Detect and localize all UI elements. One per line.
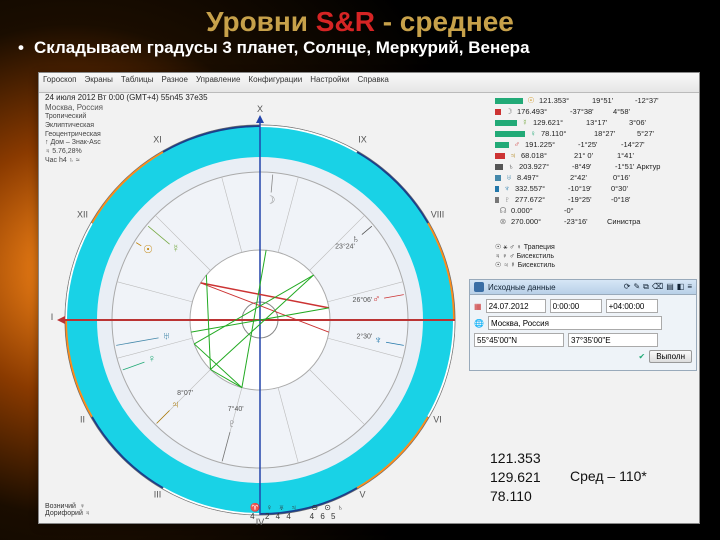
- planet-row: ♂191.225°-1°25'-14°27': [495, 139, 695, 150]
- slide-title: Уровни S&R - среднее: [0, 0, 720, 38]
- calc-v1: 121.353: [490, 449, 690, 468]
- svg-text:I: I: [51, 312, 54, 322]
- lat-field[interactable]: [474, 333, 564, 347]
- chart-svg: ☉☽☿♀♂26°06'♃8°07'♄23°24'♅♆2°30'♇7°40'XIX…: [45, 95, 475, 540]
- toolbar-icon[interactable]: ⌫: [652, 282, 663, 291]
- svg-text:☿: ☿: [172, 243, 180, 255]
- svg-text:26°06': 26°06': [353, 296, 373, 304]
- calculation-block: 121.353 129.621 78.110 Сред – 110*: [490, 449, 690, 506]
- svg-text:♅: ♅: [162, 330, 170, 342]
- calc-v3: 78.110: [490, 487, 690, 506]
- time-field[interactable]: [550, 299, 602, 313]
- svg-text:XI: XI: [153, 134, 162, 144]
- menubar: Гороскоп Экраны Таблицы Разное Управление Кон…: [39, 73, 699, 93]
- lon-field[interactable]: [568, 333, 658, 347]
- date-field[interactable]: [486, 299, 546, 313]
- panel-toolbar: ⟳✎⧉⌫▤◧≡: [621, 282, 692, 292]
- title-sr: S&R: [316, 6, 375, 37]
- toolbar-icon[interactable]: ◧: [677, 282, 685, 291]
- planet-row: ♇277.672°-19°25'-0°18': [495, 194, 695, 205]
- planet-row: ♅8.497°2°42' 0°16': [495, 172, 695, 183]
- title-post: - среднее: [375, 6, 514, 37]
- planet-row: ♆332.557°-10°19' 0°30': [495, 183, 695, 194]
- svg-text:♂: ♂: [372, 293, 380, 305]
- aspect-row: ♃ ♀ ♂ Бисекстиль: [495, 252, 695, 261]
- calendar-icon[interactable]: ▦: [474, 302, 482, 311]
- menu-Управление[interactable]: Управление: [196, 75, 240, 90]
- svg-text:7°40': 7°40': [228, 405, 244, 413]
- aspect-row: ☉ ⚹ ♂ ♀ Трапеция: [495, 243, 695, 252]
- planet-table: ☉121.353°19°51'-12°37'☽176.493°-37°38' 4…: [495, 95, 695, 227]
- menu-Справка[interactable]: Справка: [357, 75, 388, 90]
- natal-chart: ☉☽☿♀♂26°06'♃8°07'♄23°24'♅♆2°30'♇7°40'XIX…: [45, 95, 475, 521]
- svg-text:V: V: [359, 490, 365, 500]
- svg-text:☽: ☽: [266, 194, 276, 206]
- svg-text:IX: IX: [358, 134, 367, 144]
- svg-text:X: X: [257, 104, 263, 114]
- city-field[interactable]: [488, 316, 662, 330]
- aspect-patterns: ☉ ⚹ ♂ ♀ Трапеция♃ ♀ ♂ Бисекстиль☉ ♃ ☿ Би…: [495, 243, 695, 270]
- tz-field[interactable]: [606, 299, 658, 313]
- menu-Таблицы[interactable]: Таблицы: [121, 75, 154, 90]
- toolbar-icon[interactable]: ⟳: [624, 282, 631, 291]
- menu-Разное[interactable]: Разное: [162, 75, 188, 90]
- planet-row: ☊0.000°-0°: [495, 205, 695, 216]
- toolbar-icon[interactable]: ▤: [666, 282, 674, 291]
- planet-row: ⊗270.000°-23°16' Синистра: [495, 216, 695, 227]
- globe-icon[interactable]: 🌐: [474, 319, 484, 328]
- run-button[interactable]: Выполн: [649, 350, 692, 363]
- check-icon: ✔: [639, 352, 646, 361]
- panel-body: ▦ 🌐 ✔ Выполн: [470, 295, 696, 370]
- panel-icon: [474, 282, 484, 292]
- svg-text:♆: ♆: [374, 335, 382, 347]
- toolbar-icon[interactable]: ⧉: [643, 282, 649, 291]
- panel-header[interactable]: Исходные данные ⟳✎⧉⌫▤◧≡: [470, 280, 696, 295]
- title-pre: Уровни: [206, 6, 316, 37]
- toolbar-icon[interactable]: ≡: [687, 282, 692, 291]
- svg-text:♇: ♇: [228, 418, 236, 430]
- footer-icons: ♈ ♀ ♅ ♃ ⊖ ⊙ ♄ 4 2 4 4 4 6 5: [250, 503, 345, 521]
- input-data-panel: Исходные данные ⟳✎⧉⌫▤◧≡ ▦ 🌐: [469, 279, 697, 371]
- bullet-text: Складываем градусы 3 планет, Солнце, Мер…: [0, 38, 720, 62]
- menu-Конфигурации[interactable]: Конфигурации: [248, 75, 302, 90]
- svg-text:☉: ☉: [143, 244, 153, 256]
- panel-title: Исходные данные: [488, 283, 556, 292]
- svg-text:XII: XII: [77, 210, 88, 220]
- planet-row: ☽176.493°-37°38' 4°58': [495, 106, 695, 117]
- svg-text:♃: ♃: [171, 399, 179, 411]
- menu-Гороскоп[interactable]: Гороскоп: [43, 75, 77, 90]
- svg-text:2°30': 2°30': [356, 332, 372, 340]
- svg-text:III: III: [154, 490, 162, 500]
- svg-text:8°07': 8°07': [177, 389, 193, 397]
- svg-text:VI: VI: [433, 415, 442, 425]
- svg-text:♀: ♀: [148, 353, 156, 365]
- svg-text:VIII: VIII: [431, 210, 445, 220]
- planet-row: ♃68.018°21° 0' 1°41': [495, 150, 695, 161]
- calc-average: Сред – 110*: [570, 467, 647, 486]
- chart-footer: Возничий ♀ Дорифорий ♃ ♈ ♀ ♅ ♃ ⊖ ⊙ ♄ 4 2…: [45, 503, 475, 521]
- menu-Экраны[interactable]: Экраны: [85, 75, 113, 90]
- toolbar-icon[interactable]: ✎: [633, 282, 640, 291]
- menu-Настройки[interactable]: Настройки: [310, 75, 349, 90]
- svg-text:II: II: [80, 415, 85, 425]
- slide-root: { "title_pre":"Уровни ", "title_sr":"S&R…: [0, 0, 720, 540]
- planet-row: ☿129.621°13°17' 3°06': [495, 117, 695, 128]
- svg-text:23°24': 23°24': [335, 243, 355, 251]
- planet-row: ♀78.110°18°27' 5°27': [495, 128, 695, 139]
- planet-row: ☉121.353°19°51'-12°37': [495, 95, 695, 106]
- footer-left: Возничий ♀ Дорифорий ♃: [45, 503, 90, 521]
- aspect-row: ☉ ♃ ☿ Бисекстиль: [495, 261, 695, 270]
- planet-row: ♄203.927°-8°49'-1°51' Арктур: [495, 161, 695, 172]
